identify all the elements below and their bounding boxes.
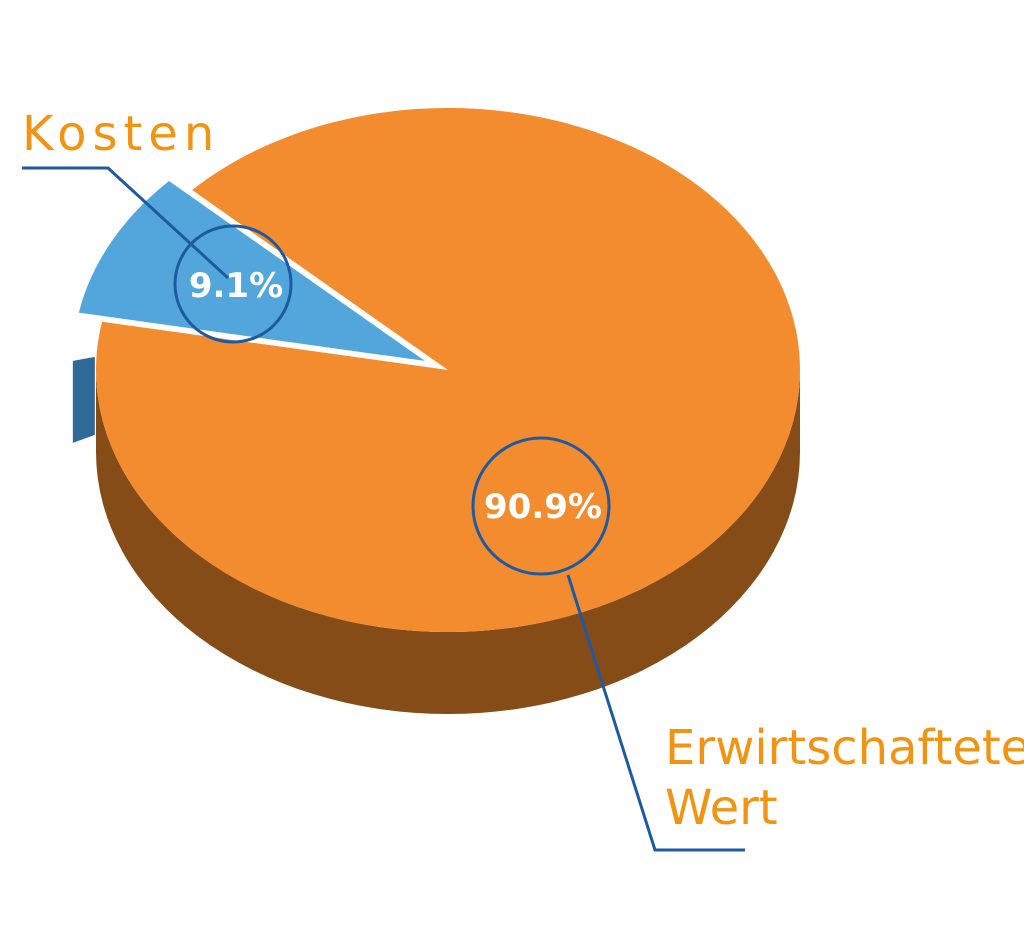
leader-line-kosten (22, 166, 230, 280)
leader-line-erwirtschafteter-wert (566, 574, 745, 852)
category-label-kosten: Kosten (22, 106, 220, 162)
value-label-kosten: 9.1% (189, 266, 283, 306)
value-circle-kosten (173, 224, 293, 344)
pie-top-faces (78, 107, 801, 632)
category-label-erwirtschafteter-wert-line-1: Erwirtschafteter (665, 720, 1024, 776)
pie-side-walls (72, 356, 800, 714)
value-circle-erwirtschafteter-wert (471, 436, 611, 576)
slice-kosten (78, 180, 425, 361)
value-label-erwirtschafteter-wert: 90.9% (484, 487, 602, 527)
slice-side-erwirtschafteter-wert (96, 370, 800, 714)
slice-erwirtschafteter-wert (95, 107, 801, 632)
slice-side-kosten (72, 356, 95, 443)
category-label-erwirtschafteter-wert-line-2: Wert (665, 780, 778, 836)
